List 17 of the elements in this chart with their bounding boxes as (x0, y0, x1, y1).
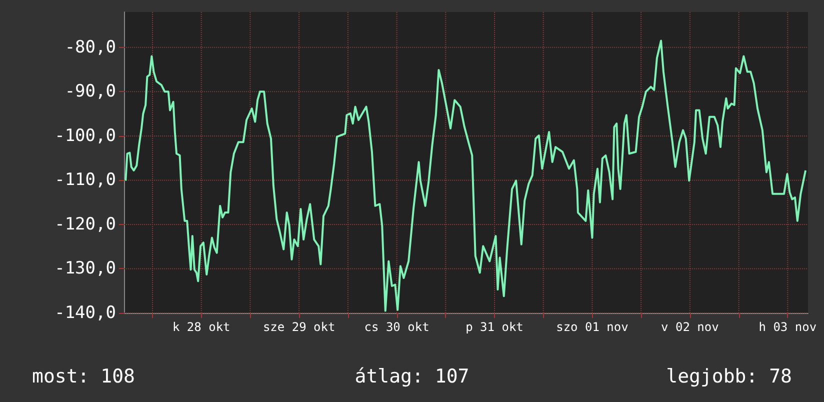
x-tick-label: v 02 nov (661, 320, 719, 334)
y-tick-label: -130,0 (54, 258, 116, 279)
x-tick-label: cs 30 okt (364, 320, 430, 334)
y-tick-label: -100,0 (54, 126, 116, 146)
x-tick-label: h 03 nov (758, 320, 817, 334)
y-tick-label: -140,0 (54, 303, 116, 323)
x-tick-label: k 28 okt (172, 320, 230, 334)
text: most: 108 (32, 366, 135, 388)
y-tick-label: -110,0 (54, 170, 116, 190)
y-tick-label: -90,0 (64, 82, 116, 102)
x-tick-label: szo 01 nov (556, 320, 628, 334)
y-tick-label: -80,0 (64, 37, 116, 58)
y-tick-label: -120,0 (54, 214, 116, 234)
x-tick-label: p 31 okt (466, 320, 524, 334)
x-tick-label: sze 29 okt (262, 320, 336, 334)
text: legjobb: 78 (666, 366, 792, 388)
text: átlag: 107 (354, 366, 470, 388)
